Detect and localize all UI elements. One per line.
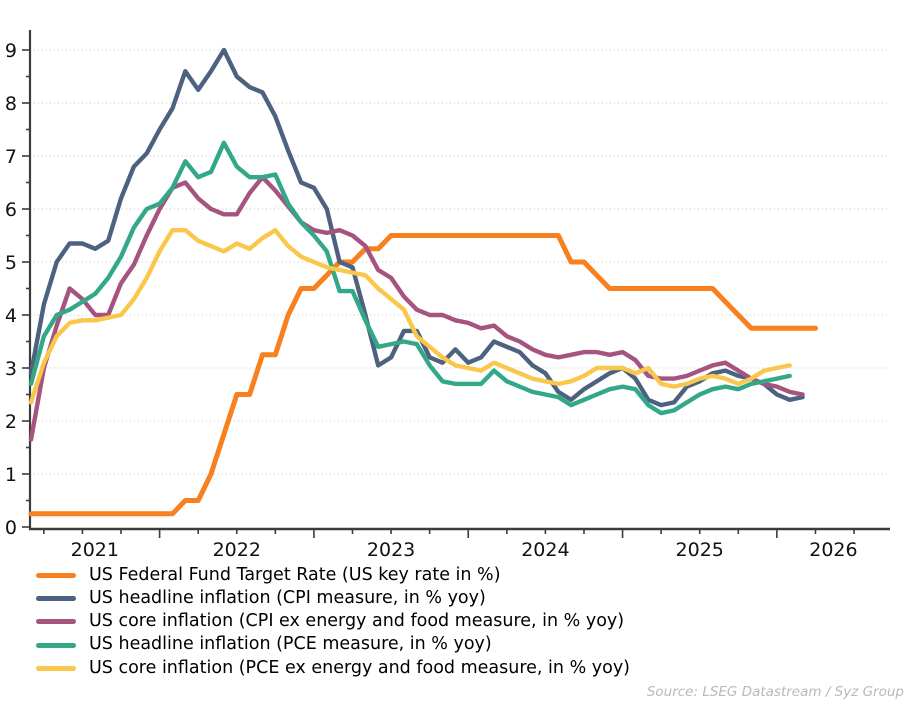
x-year-label: 2024 [521, 539, 569, 560]
y-tick-label: 3 [5, 358, 17, 380]
x-year-label: 2026 [809, 539, 857, 560]
legend-item-cpi-core: US core inflation (CPI ex energy and foo… [36, 610, 896, 633]
legend-item-pce-core: US core inflation (PCE ex energy and foo… [36, 657, 896, 680]
legend-label-fed-funds-rate: US Federal Fund Target Rate (US key rate… [89, 564, 501, 585]
y-tick-label: 7 [5, 146, 17, 168]
legend-item-pce-headline: US headline inflation (PCE measure, in %… [36, 634, 896, 657]
y-tick-label: 4 [5, 305, 17, 327]
y-tick-label: 2 [5, 411, 17, 433]
x-year-label: 2021 [71, 539, 119, 560]
series-line-cpi-headline [28, 47, 805, 408]
x-year-label: 2022 [213, 539, 261, 560]
y-tick-label: 9 [5, 40, 17, 62]
legend-swatch-cpi-headline [36, 596, 76, 602]
source-note: Source: LSEG Datastream / Syz Group [646, 684, 904, 700]
legend-label-pce-headline: US headline inflation (PCE measure, in %… [89, 634, 492, 655]
series-line-pce-headline [28, 140, 792, 416]
x-year-label: 2023 [367, 539, 415, 560]
y-tick-label: 1 [5, 464, 17, 486]
series-line-fed-funds-rate [28, 233, 818, 517]
legend: US Federal Fund Target Rate (US key rate… [36, 564, 896, 680]
legend-swatch-cpi-core [36, 619, 76, 625]
y-tick-label: 0 [5, 517, 17, 539]
y-tick-label: 8 [5, 93, 17, 115]
legend-swatch-fed-funds-rate [36, 573, 76, 579]
y-tick-label: 6 [5, 199, 17, 221]
legend-swatch-pce-headline [36, 642, 76, 648]
legend-swatch-pce-core [36, 665, 76, 671]
legend-label-cpi-core: US core inflation (CPI ex energy and foo… [89, 611, 625, 632]
legend-label-pce-core: US core inflation (PCE ex energy and foo… [89, 657, 631, 678]
y-tick-label: 5 [5, 252, 17, 274]
line-chart: 0 1 2 3 4 5 6 7 8 9 2021 2022 2023 2024 2025 2026 [5, 30, 890, 560]
legend-item-cpi-headline: US headline inflation (CPI measure, in %… [36, 587, 896, 610]
legend-label-cpi-headline: US headline inflation (CPI measure, in %… [89, 588, 486, 609]
series-line-cpi-core [28, 174, 805, 442]
legend-item-fed-funds-rate: US Federal Fund Target Rate (US key rate… [36, 564, 896, 587]
x-year-label: 2025 [676, 539, 724, 560]
series-line-pce-core [28, 227, 792, 405]
